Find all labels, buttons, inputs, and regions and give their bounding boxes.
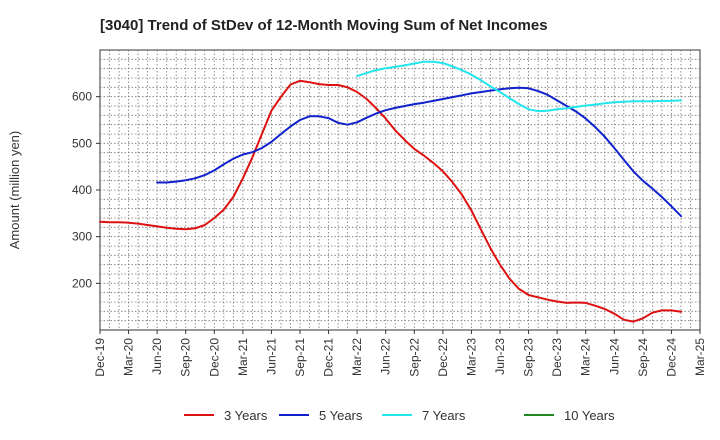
y-tick-label: 600 [72,90,92,104]
x-tick-label: Mar-24 [579,338,593,376]
legend-label: 10 Years [564,408,615,423]
x-tick-label: Mar-20 [122,338,136,376]
x-tick-label: Dec-20 [207,338,221,377]
x-tick-label: Sep-20 [179,338,193,377]
grid [100,50,700,330]
legend-label: 5 Years [319,408,363,423]
series-line-7-years [356,60,682,113]
chart-title: [3040] Trend of StDev of 12-Month Moving… [100,17,548,34]
x-tick-label: Dec-24 [664,338,678,377]
legend: 3 Years 5 Years 7 Years 10 Years [184,408,615,423]
x-tick-label: Jun-22 [379,338,393,375]
y-axis-label: Amount (million yen) [7,131,22,250]
x-axis: Dec-19 Mar-20 Jun-20 Sep-20 Dec-20 Mar-21 Jun-… [93,330,707,377]
x-tick-label: Mar-25 [693,338,707,376]
x-tick-label: Dec-19 [93,338,107,377]
x-tick-label: Mar-21 [236,338,250,376]
x-tick-label: Sep-24 [636,338,650,377]
x-tick-label: Jun-24 [607,338,621,375]
y-tick-label: 500 [72,136,92,150]
x-tick-label: Jun-21 [264,338,278,375]
legend-label: 7 Years [422,408,466,423]
series-line-5-years [156,86,682,218]
y-tick-label: 200 [72,276,92,290]
plot-area [99,49,701,331]
x-tick-label: Dec-21 [322,338,336,377]
x-tick-label: Jun-20 [150,338,164,375]
series-lines [99,60,682,323]
y-axis: 200 300 400 500 600 [72,90,100,290]
x-tick-label: Sep-21 [293,338,307,377]
x-tick-label: Mar-22 [350,338,364,376]
x-tick-label: Jun-23 [493,338,507,375]
x-tick-label: Sep-22 [407,338,421,377]
y-tick-label: 400 [72,183,92,197]
x-tick-label: Sep-23 [522,338,536,377]
x-tick-label: Dec-23 [550,338,564,377]
y-tick-label: 300 [72,230,92,244]
legend-label: 3 Years [224,408,268,423]
x-tick-label: Mar-23 [464,338,478,376]
x-tick-label: Dec-22 [436,338,450,377]
series-line-3-years [99,79,682,323]
